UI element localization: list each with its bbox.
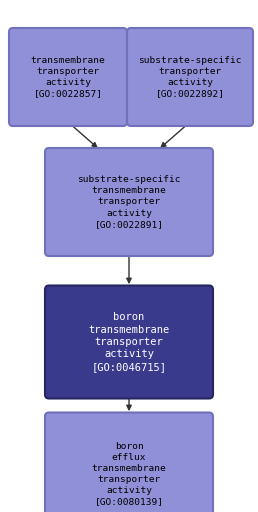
Text: transmembrane
transporter
activity
[GO:0022857]: transmembrane transporter activity [GO:0… — [31, 56, 105, 98]
Text: substrate-specific
transporter
activity
[GO:0022892]: substrate-specific transporter activity … — [138, 56, 242, 98]
FancyBboxPatch shape — [45, 413, 213, 512]
FancyBboxPatch shape — [45, 148, 213, 256]
Text: substrate-specific
transmembrane
transporter
activity
[GO:0022891]: substrate-specific transmembrane transpo… — [77, 175, 181, 229]
Text: boron
efflux
transmembrane
transporter
activity
[GO:0080139]: boron efflux transmembrane transporter a… — [92, 442, 166, 506]
FancyBboxPatch shape — [45, 286, 213, 398]
Text: boron
transmembrane
transporter
activity
[GO:0046715]: boron transmembrane transporter activity… — [88, 312, 170, 372]
FancyBboxPatch shape — [9, 28, 127, 126]
FancyBboxPatch shape — [127, 28, 253, 126]
